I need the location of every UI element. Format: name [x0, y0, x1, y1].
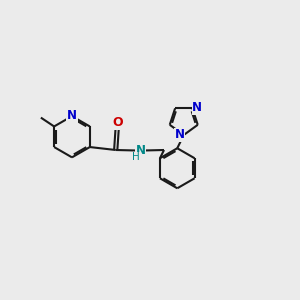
- Text: O: O: [112, 116, 123, 129]
- Text: H: H: [132, 152, 140, 162]
- Text: N: N: [136, 144, 146, 158]
- Text: N: N: [175, 128, 184, 142]
- Text: N: N: [67, 109, 77, 122]
- Text: N: N: [192, 101, 202, 114]
